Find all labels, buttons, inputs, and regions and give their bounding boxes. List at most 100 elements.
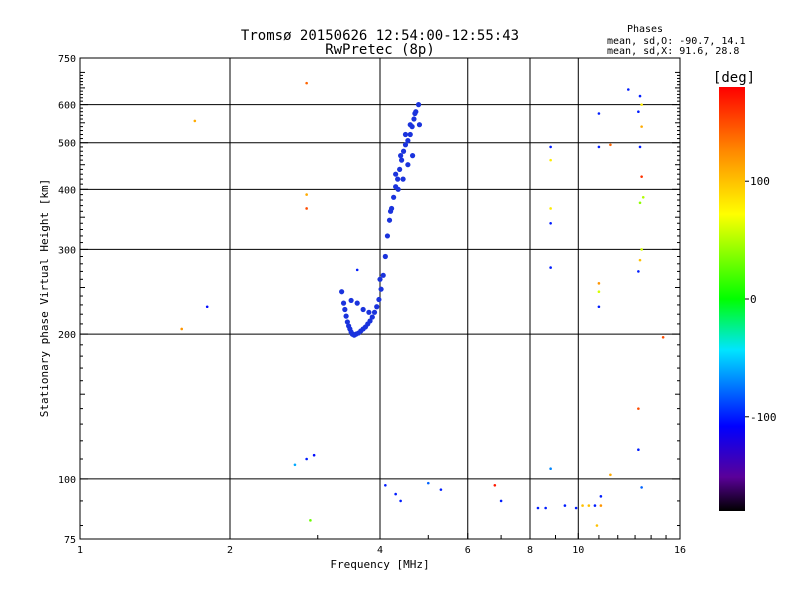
phase-mean-o: mean, sd,O: -90.7, 14.1 [607, 36, 745, 47]
x-tick-label: 8 [527, 545, 533, 556]
scatter-point [640, 125, 643, 128]
trace-point [409, 153, 416, 159]
trace-point [391, 194, 397, 200]
chart-subtitle: RwPretec (8p) [325, 42, 435, 58]
trace-point [400, 176, 406, 182]
scatter-point [637, 270, 640, 273]
y-tick-label: 750 [58, 54, 76, 65]
trace-point [382, 253, 388, 260]
trace-point [376, 296, 382, 303]
scatter-point [499, 499, 503, 503]
scatter-point [637, 448, 640, 452]
scatter-point [638, 201, 642, 205]
scatter-point [549, 145, 552, 149]
grid-lines [80, 58, 680, 539]
trace-point [354, 300, 360, 306]
trace-point [367, 318, 373, 324]
scatter-point [536, 506, 540, 510]
trace-point [411, 116, 417, 122]
trace-point [395, 176, 401, 182]
scatter-point [597, 282, 601, 285]
scatter-point [426, 481, 430, 485]
scatter-point [581, 504, 584, 507]
scatter-point [439, 488, 443, 491]
trace-point [343, 313, 349, 319]
scatter-point [399, 499, 402, 503]
x-axis-label: Frequency [MHz] [330, 558, 429, 571]
scatter-point [637, 110, 640, 113]
phase-mean-x: mean, sd,X: 91.6, 28.8 [607, 46, 739, 57]
colorbar-tick-label: -100 [750, 411, 777, 424]
trace-point [339, 289, 345, 295]
scatter-point [641, 195, 645, 199]
scatter-point [205, 305, 209, 309]
scatter-point [549, 221, 552, 225]
scatter-point [305, 81, 308, 85]
y-tick-label: 300 [58, 245, 76, 256]
scatter-point [293, 463, 297, 467]
trace-point [397, 166, 403, 173]
phase-header: Phases [627, 24, 663, 35]
scatter-point [609, 143, 612, 147]
trace-point [340, 300, 347, 306]
scatter-point [384, 483, 387, 487]
trace-point [344, 319, 350, 325]
trace-point [348, 297, 354, 304]
scatter-point [309, 519, 312, 522]
scatter-point [549, 207, 552, 210]
x-tick-label: 4 [377, 545, 383, 556]
scatter-point [638, 94, 642, 98]
trace-point [416, 122, 423, 128]
trace-point [371, 309, 378, 315]
x-axis-ticks: 1 2 4 6 8 10 16 [77, 533, 686, 556]
colorbar-label: [deg] [713, 70, 755, 86]
trace-point [405, 162, 411, 168]
y-tick-label: 100 [58, 475, 76, 486]
scatter-point [180, 327, 184, 331]
trace-point [405, 138, 411, 144]
trace-point [342, 306, 348, 313]
scatter-point [640, 486, 643, 489]
trace-point [398, 153, 404, 159]
scatter-point [312, 453, 316, 457]
trace-point [393, 171, 399, 177]
colorbar-ticks: 100 0 -100 [745, 175, 777, 424]
scatter-point [638, 258, 642, 262]
scatter-point [599, 495, 603, 498]
scatter-point [637, 407, 640, 410]
colorbar-tick-label: 0 [750, 293, 757, 306]
trace-point [386, 217, 393, 223]
scatter-point [544, 506, 547, 510]
scatter-point [549, 158, 552, 162]
y-tick-label: 200 [58, 330, 76, 341]
scatter-point [574, 506, 578, 510]
scatter-point [305, 207, 308, 210]
scatter-point [638, 145, 642, 149]
trace-point [407, 131, 413, 138]
trace-point [402, 142, 409, 148]
trace-point [360, 306, 366, 313]
scatter-point [493, 483, 497, 487]
trace-point [415, 102, 422, 108]
y-tick-label: 600 [58, 101, 76, 112]
scatter-point [549, 467, 552, 471]
y-tick-label: 75 [64, 535, 76, 546]
data-points [180, 81, 665, 527]
scatter-point [609, 473, 612, 477]
trace-point [378, 286, 384, 292]
trace-point [377, 276, 383, 282]
trace-point [387, 208, 394, 214]
scatter-point [394, 492, 397, 496]
scatter-point [597, 290, 601, 294]
scatter-point [599, 504, 603, 507]
y-tick-label: 500 [58, 139, 76, 150]
scatter-point [640, 175, 643, 178]
x-tick-label: 6 [465, 545, 471, 556]
x-tick-label: 1 [77, 545, 83, 556]
y-axis-label: Stationary phase Virtual Height [km] [38, 179, 51, 417]
x-tick-label: 2 [227, 545, 233, 556]
scatter-point [597, 145, 601, 149]
scatter-point [593, 504, 597, 507]
x-tick-label: 16 [674, 545, 686, 556]
